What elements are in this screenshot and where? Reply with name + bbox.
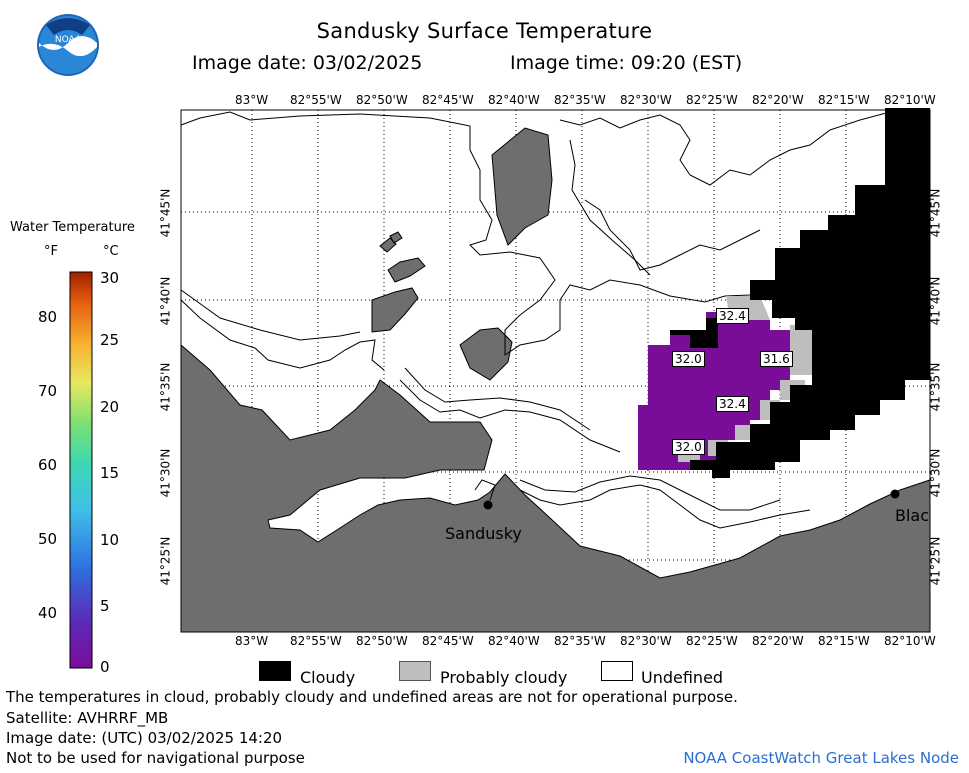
lon-label-top: 82°40'W <box>488 93 540 107</box>
colorbar-f-tick: 60 <box>38 456 58 474</box>
lon-label-top: 82°50'W <box>356 93 408 107</box>
lat-label-right: 41°30'N <box>928 448 943 498</box>
temp-label: 32.4 <box>716 396 749 412</box>
legend-swatch-cloudy <box>259 661 291 681</box>
lat-label-left: 41°35'N <box>158 362 173 412</box>
lon-label-top: 82°20'W <box>752 93 804 107</box>
island-middle-bass <box>371 287 419 333</box>
legend-swatch-probably-cloudy <box>399 661 431 681</box>
lon-label-top: 82°45'W <box>422 93 474 107</box>
colorbar-c-tick: 30 <box>100 269 120 287</box>
map-frame <box>180 109 931 633</box>
legend-swatch-undefined <box>601 661 633 681</box>
colorbar-c-tick: 20 <box>100 398 120 416</box>
lon-label-bottom: 82°45'W <box>422 634 474 648</box>
lon-label-top: 82°55'W <box>290 93 342 107</box>
footer-credit: NOAA CoastWatch Great Lakes Node <box>683 749 959 767</box>
temp-label: 32.4 <box>716 308 749 324</box>
colorbar-unit-c: °C <box>103 244 119 259</box>
lon-label-bottom: 83°W <box>235 634 269 648</box>
temp-label: 32.0 <box>672 351 705 367</box>
legend-label-probably-cloudy: Probably cloudy <box>440 668 568 687</box>
temp-label: 32.0 <box>672 439 705 455</box>
lon-label-bottom: 82°55'W <box>290 634 342 648</box>
colorbar-f-tick: 70 <box>38 382 58 400</box>
lon-label-bottom: 82°25'W <box>686 634 738 648</box>
colorbar <box>69 271 93 669</box>
lon-label-top: 82°25'W <box>686 93 738 107</box>
colorbar-f-tick: 50 <box>38 530 58 548</box>
lon-label-bottom: 82°10'W <box>884 634 936 648</box>
coastline-contours <box>180 111 891 529</box>
colorbar-title: Water Temperature <box>10 220 135 235</box>
lon-label-top: 82°30'W <box>620 93 672 107</box>
lon-label-bottom: 82°15'W <box>818 634 870 648</box>
colorbar-c-tick: 10 <box>100 531 120 549</box>
lon-label-top: 83°W <box>235 93 269 107</box>
sandusky-city-marker <box>483 500 493 510</box>
lat-label-right: 41°45'N <box>928 188 943 238</box>
footer-satellite: Satellite: AVHRRF_MB <box>6 709 169 727</box>
image-time-label: Image time: 09:20 (EST) <box>510 52 743 74</box>
island-kelleys <box>491 127 553 246</box>
lat-label-left: 41°30'N <box>158 448 173 498</box>
footer-nav-warning: Not to be used for navigational purpose <box>6 749 305 767</box>
colorbar-c-tick: 0 <box>100 658 110 676</box>
lat-label-left: 41°25'N <box>158 536 173 586</box>
place-label-sandusky: Sandusky <box>445 524 522 543</box>
legend-label-undefined: Undefined <box>641 668 724 687</box>
lat-label-left: 41°40'N <box>158 276 173 326</box>
cloudy-patch <box>670 318 718 348</box>
noaa-logo-text: NOAA <box>55 35 82 45</box>
lat-label-right: 41°35'N <box>928 362 943 412</box>
lon-label-bottom: 82°30'W <box>620 634 672 648</box>
temp-label: 31.6 <box>760 351 793 367</box>
colorbar-unit-f: °F <box>44 244 58 259</box>
lon-label-bottom: 82°40'W <box>488 634 540 648</box>
lon-label-top: 82°35'W <box>554 93 606 107</box>
legend-label-cloudy: Cloudy <box>300 668 356 687</box>
colorbar-f-tick: 40 <box>38 604 58 622</box>
noaa-logo: NOAA <box>37 14 99 76</box>
lat-label-right: 41°40'N <box>928 276 943 326</box>
lat-label-right: 41°25'N <box>928 536 943 586</box>
island-small-1 <box>387 257 426 283</box>
image-date-label: Image date: 03/02/2025 <box>192 52 423 74</box>
footer-utc-date: Image date: (UTC) 03/02/2025 14:20 <box>6 729 283 747</box>
colorbar-c-tick: 5 <box>100 597 110 615</box>
lon-label-bottom: 82°35'W <box>554 634 606 648</box>
land-south-shore <box>180 343 931 633</box>
map-title: Sandusky Surface Temperature <box>316 19 653 43</box>
colorbar-f-tick: 80 <box>38 308 58 326</box>
blac-city-marker <box>890 489 900 499</box>
lat-label-left: 41°45'N <box>158 188 173 238</box>
place-label-blac: Blac <box>895 506 929 525</box>
footer-note: The temperatures in cloud, probably clou… <box>6 688 738 706</box>
colorbar-c-tick: 25 <box>100 331 120 349</box>
cloudy-region <box>690 108 930 478</box>
island-small-2 <box>379 231 403 253</box>
lon-label-top: 82°10'W <box>884 93 936 107</box>
lon-label-top: 82°15'W <box>818 93 870 107</box>
colorbar-c-tick: 15 <box>100 464 120 482</box>
lon-label-bottom: 82°50'W <box>356 634 408 648</box>
lon-label-bottom: 82°20'W <box>752 634 804 648</box>
